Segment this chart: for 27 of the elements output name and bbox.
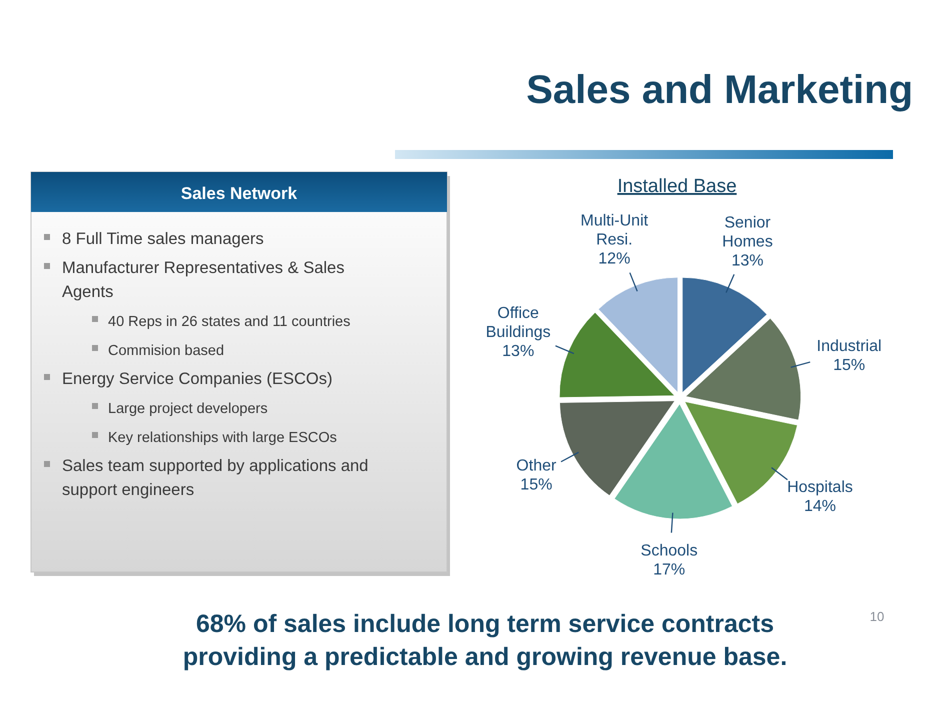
text: Key relationships with large ESCOs — [108, 430, 337, 446]
data-label: 13% — [502, 343, 534, 360]
data-label: 14% — [804, 498, 836, 516]
text: 40 Reps in 26 states and 11 countries — [108, 314, 350, 330]
data-label: 13% — [731, 252, 764, 270]
data-label: 17% — [653, 562, 686, 579]
text: 10 — [870, 609, 884, 624]
data-label: 15% — [520, 476, 552, 494]
slice-label: Industrial — [816, 338, 882, 355]
slice-label: Office Buildings — [486, 305, 551, 342]
text: 68% of sales include long term service contracts providing a predictable and growing revenue base. — [182, 610, 788, 671]
slice-label: Hospitals — [787, 479, 853, 496]
slice-label: Senior Homes — [722, 214, 773, 250]
text: 8 Full Time sales managers — [62, 230, 264, 248]
text: Commision based — [108, 343, 224, 359]
data-label: 15% — [833, 356, 866, 374]
text: Large project developers — [108, 401, 268, 417]
text: Sales and Marketing — [526, 68, 913, 112]
slice-label: Schools — [640, 542, 698, 560]
slice-label: Other — [516, 458, 557, 475]
chart-title: Installed Base — [617, 176, 737, 197]
slice-label: Multi-Unit Resi. — [580, 212, 649, 248]
text: Manufacturer Representatives & Sales Agents — [62, 259, 344, 301]
text: Sales team supported by applications and support engineers — [62, 457, 368, 499]
text: Sales Network — [180, 184, 298, 203]
text: Energy Service Companies (ESCOs) — [62, 370, 333, 388]
data-label: 12% — [598, 250, 630, 268]
